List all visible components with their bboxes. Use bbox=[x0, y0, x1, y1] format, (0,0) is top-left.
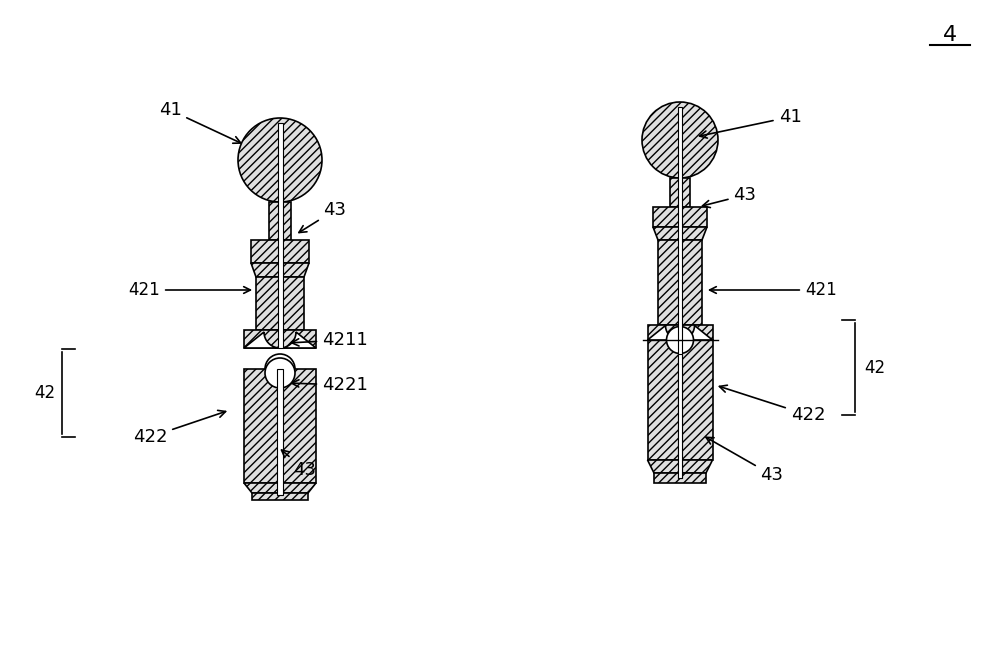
Polygon shape bbox=[244, 332, 316, 348]
Polygon shape bbox=[658, 240, 702, 325]
Circle shape bbox=[265, 358, 295, 388]
Polygon shape bbox=[653, 207, 707, 227]
Bar bbox=[678, 107, 682, 478]
Polygon shape bbox=[251, 263, 309, 277]
Polygon shape bbox=[244, 369, 316, 483]
Text: 4221: 4221 bbox=[292, 376, 368, 394]
Text: 42: 42 bbox=[864, 359, 886, 377]
Text: 422: 422 bbox=[133, 410, 226, 446]
Polygon shape bbox=[252, 493, 308, 500]
Polygon shape bbox=[648, 326, 712, 340]
Circle shape bbox=[666, 326, 694, 353]
Text: 43: 43 bbox=[299, 201, 347, 233]
Text: 422: 422 bbox=[719, 385, 825, 424]
Bar bbox=[277, 388, 283, 415]
Polygon shape bbox=[670, 178, 690, 207]
Polygon shape bbox=[251, 240, 309, 263]
Circle shape bbox=[238, 118, 322, 202]
Polygon shape bbox=[244, 330, 316, 348]
Polygon shape bbox=[653, 227, 707, 240]
Text: 4211: 4211 bbox=[292, 331, 368, 349]
Text: 421: 421 bbox=[128, 281, 250, 299]
Polygon shape bbox=[648, 325, 712, 340]
Polygon shape bbox=[654, 473, 706, 483]
Polygon shape bbox=[244, 483, 316, 493]
Polygon shape bbox=[648, 460, 712, 473]
Text: 43: 43 bbox=[706, 437, 784, 484]
Text: 43: 43 bbox=[703, 186, 757, 208]
Text: 421: 421 bbox=[710, 281, 837, 299]
Polygon shape bbox=[269, 202, 291, 240]
Text: 41: 41 bbox=[159, 101, 241, 143]
Text: 43: 43 bbox=[282, 450, 316, 479]
Polygon shape bbox=[648, 340, 712, 460]
Text: 42: 42 bbox=[34, 384, 56, 402]
Bar bbox=[277, 369, 283, 495]
Polygon shape bbox=[256, 277, 304, 330]
Text: 41: 41 bbox=[700, 108, 801, 138]
Bar bbox=[678, 353, 682, 478]
Text: 4: 4 bbox=[943, 25, 957, 45]
Circle shape bbox=[642, 102, 718, 178]
Bar bbox=[278, 123, 283, 348]
